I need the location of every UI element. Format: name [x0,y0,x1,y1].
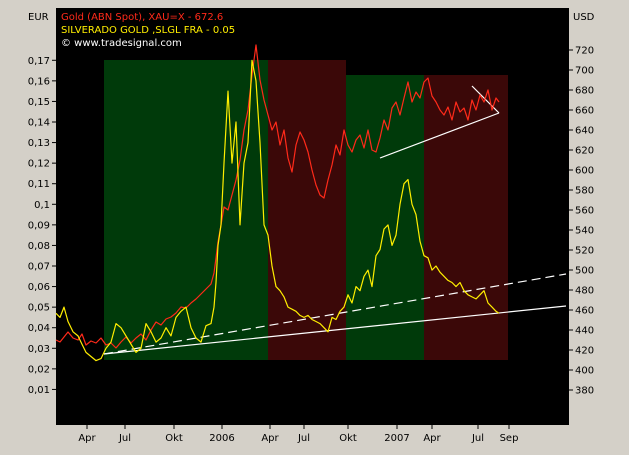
right-tick-label: 720 [575,46,594,57]
left-tick-label: 0,03 [28,344,50,355]
left-tick-label: 0,02 [28,364,50,375]
left-tick-label: 0,14 [28,118,50,129]
right-tick-label: 680 [575,86,594,97]
left-tick-label: 0,17 [28,56,50,67]
left-tick-label: 0,07 [28,262,50,273]
x-tick-label: Apr [261,433,279,444]
trend-regions [104,60,508,360]
right-tick-label: 420 [575,346,594,357]
gold-price-line [55,44,500,349]
right-tick-label: 480 [575,286,594,297]
downtrend-region-3 [424,75,508,360]
x-tick-label: Jul [471,433,484,444]
price-series [55,44,500,362]
right-tick-label: 500 [575,266,594,277]
x-tick-label: Okt [165,433,183,444]
x-tick-label: Apr [78,433,96,444]
left-tick-label: 0,01 [28,385,50,396]
right-tick-label: 460 [575,306,594,317]
copyright-notice: © www.tradesignal.com [61,38,182,49]
right-tick-label: 520 [575,246,594,257]
left-tick-label: 0,16 [28,76,50,87]
x-tick-label: Apr [423,433,441,444]
x-tick-label: Jul [297,433,310,444]
left-tick-label: 0,05 [28,303,50,314]
left-tick-label: 0,11 [28,179,50,190]
right-tick-label: 440 [575,326,594,337]
legend: Gold (ABN Spot), XAU=X - 672.6 SILVERADO… [61,12,235,49]
x-tick-label: Okt [339,433,357,444]
trend-lines [103,85,567,355]
x-tick-label: Sep [500,433,519,444]
left-tick-label: 0,04 [28,323,50,334]
right-axis-ticks: 720 700 680 660 640 620 600 580 560 540 520 500 480 4… [569,46,594,397]
silverado-price-line [55,59,500,362]
left-axis-unit: EUR [28,12,49,23]
right-tick-label: 660 [575,106,594,117]
trendline-2 [379,112,500,159]
left-tick-label: 0,09 [28,220,50,231]
right-tick-label: 540 [575,226,594,237]
legend-entry-gold: Gold (ABN Spot), XAU=X - 672.6 [61,12,223,23]
left-tick-label: 0,15 [28,97,50,108]
uptrend-region-0 [104,60,268,360]
right-tick-label: 600 [575,166,594,177]
trendline-3 [471,85,500,114]
left-axis-ticks: 0,17 0,16 0,15 0,14 0,13 0,12 0,11 0,1 0,09 0,08 0… [28,56,56,396]
trendline-0 [103,305,567,355]
right-tick-label: 560 [575,206,594,217]
right-tick-label: 380 [575,386,594,397]
x-tick-label: 2006 [209,433,234,444]
left-tick-label: 0,08 [28,241,50,252]
left-tick-label: 0,1 [34,200,50,211]
left-tick-label: 0,06 [28,282,50,293]
left-tick-label: 0,13 [28,138,50,149]
trendline-1 [103,273,567,355]
legend-entry-silverado: SILVERADO GOLD ,SLGL FRA - 0.05 [61,25,235,36]
right-tick-label: 620 [575,146,594,157]
uptrend-region-2 [346,75,424,360]
right-tick-label: 580 [575,186,594,197]
right-tick-label: 640 [575,126,594,137]
downtrend-region-1 [268,60,346,360]
x-axis-ticks: Apr Jul Okt 2006 Apr Jul Okt 2007 Apr Jul Sep [78,425,518,444]
x-tick-label: 2007 [384,433,409,444]
x-tick-label: Jul [118,433,131,444]
right-axis-unit: USD [573,12,595,23]
right-tick-label: 400 [575,366,594,377]
right-tick-label: 700 [575,66,594,77]
left-tick-label: 0,12 [28,159,50,170]
